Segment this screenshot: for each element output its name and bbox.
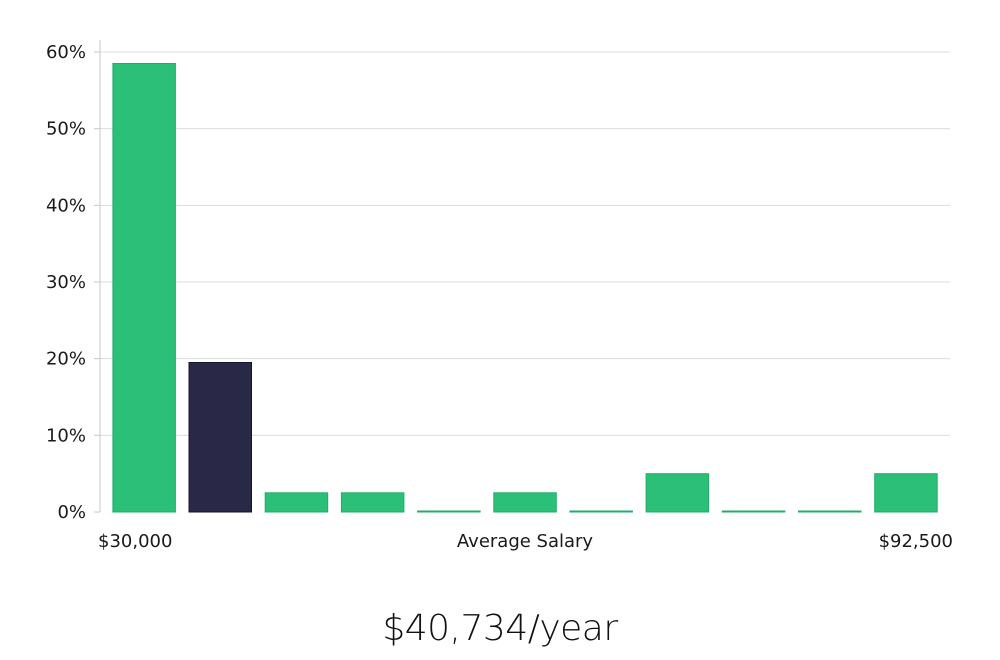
y-tick-label: 50% (46, 119, 86, 140)
bar (874, 473, 938, 513)
y-tick-label: 40% (46, 195, 86, 216)
x-axis-title: Average Salary (457, 531, 594, 552)
axis-layer: 0% 10% 20% 30% 40% 50% 60% (46, 40, 101, 523)
y-tick-label: 60% (46, 42, 86, 63)
highlighted-bar (188, 362, 252, 513)
salary-histogram-chart: 0% 10% 20% 30% 40% 50% 60% $30,000 Average Sal… (46, 40, 953, 552)
bar (493, 492, 557, 513)
grid-layer (100, 51, 950, 436)
bar (798, 510, 862, 513)
bar (417, 510, 481, 513)
y-tick-label: 20% (46, 349, 86, 370)
average-salary-value: $40,734/year (382, 608, 618, 649)
y-tick-label: 10% (46, 425, 86, 446)
labels-layer: $30,000 Average Salary $92,500 (98, 531, 953, 552)
bars-layer (112, 63, 938, 513)
bar (340, 492, 405, 513)
x-axis-max-label: $92,500 (879, 531, 953, 552)
bar (569, 510, 633, 513)
bar (645, 473, 710, 513)
bar (264, 492, 329, 513)
y-tick-label: 0% (57, 502, 86, 523)
y-tick-label: 30% (46, 272, 86, 293)
bar (112, 63, 176, 513)
bar (721, 510, 786, 513)
x-axis-min-label: $30,000 (98, 531, 172, 552)
